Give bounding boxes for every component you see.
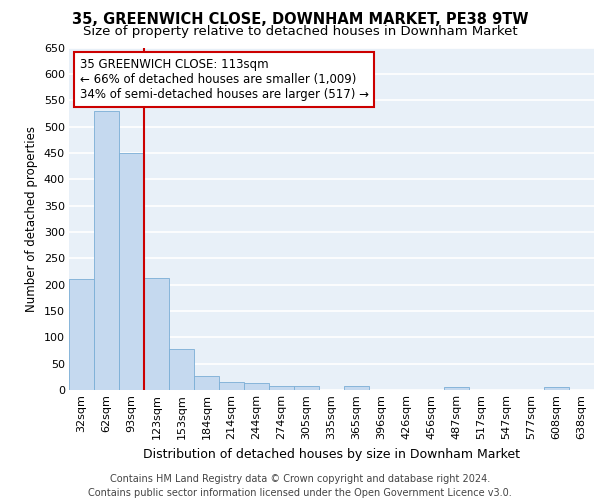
Bar <box>119 153 144 390</box>
Bar <box>194 376 219 390</box>
Bar <box>344 386 369 390</box>
Bar <box>219 382 244 390</box>
Bar <box>244 383 269 390</box>
Text: Contains HM Land Registry data © Crown copyright and database right 2024.
Contai: Contains HM Land Registry data © Crown c… <box>88 474 512 498</box>
Bar <box>169 349 194 390</box>
Text: 35, GREENWICH CLOSE, DOWNHAM MARKET, PE38 9TW: 35, GREENWICH CLOSE, DOWNHAM MARKET, PE3… <box>72 12 528 28</box>
Bar <box>69 280 94 390</box>
Bar <box>544 388 569 390</box>
Bar <box>294 386 319 390</box>
Bar <box>444 388 469 390</box>
Bar <box>94 110 119 390</box>
X-axis label: Distribution of detached houses by size in Downham Market: Distribution of detached houses by size … <box>143 448 520 460</box>
Bar <box>269 386 294 390</box>
Bar <box>144 278 169 390</box>
Y-axis label: Number of detached properties: Number of detached properties <box>25 126 38 312</box>
Text: Size of property relative to detached houses in Downham Market: Size of property relative to detached ho… <box>83 25 517 38</box>
Text: 35 GREENWICH CLOSE: 113sqm
← 66% of detached houses are smaller (1,009)
34% of s: 35 GREENWICH CLOSE: 113sqm ← 66% of deta… <box>79 58 368 101</box>
